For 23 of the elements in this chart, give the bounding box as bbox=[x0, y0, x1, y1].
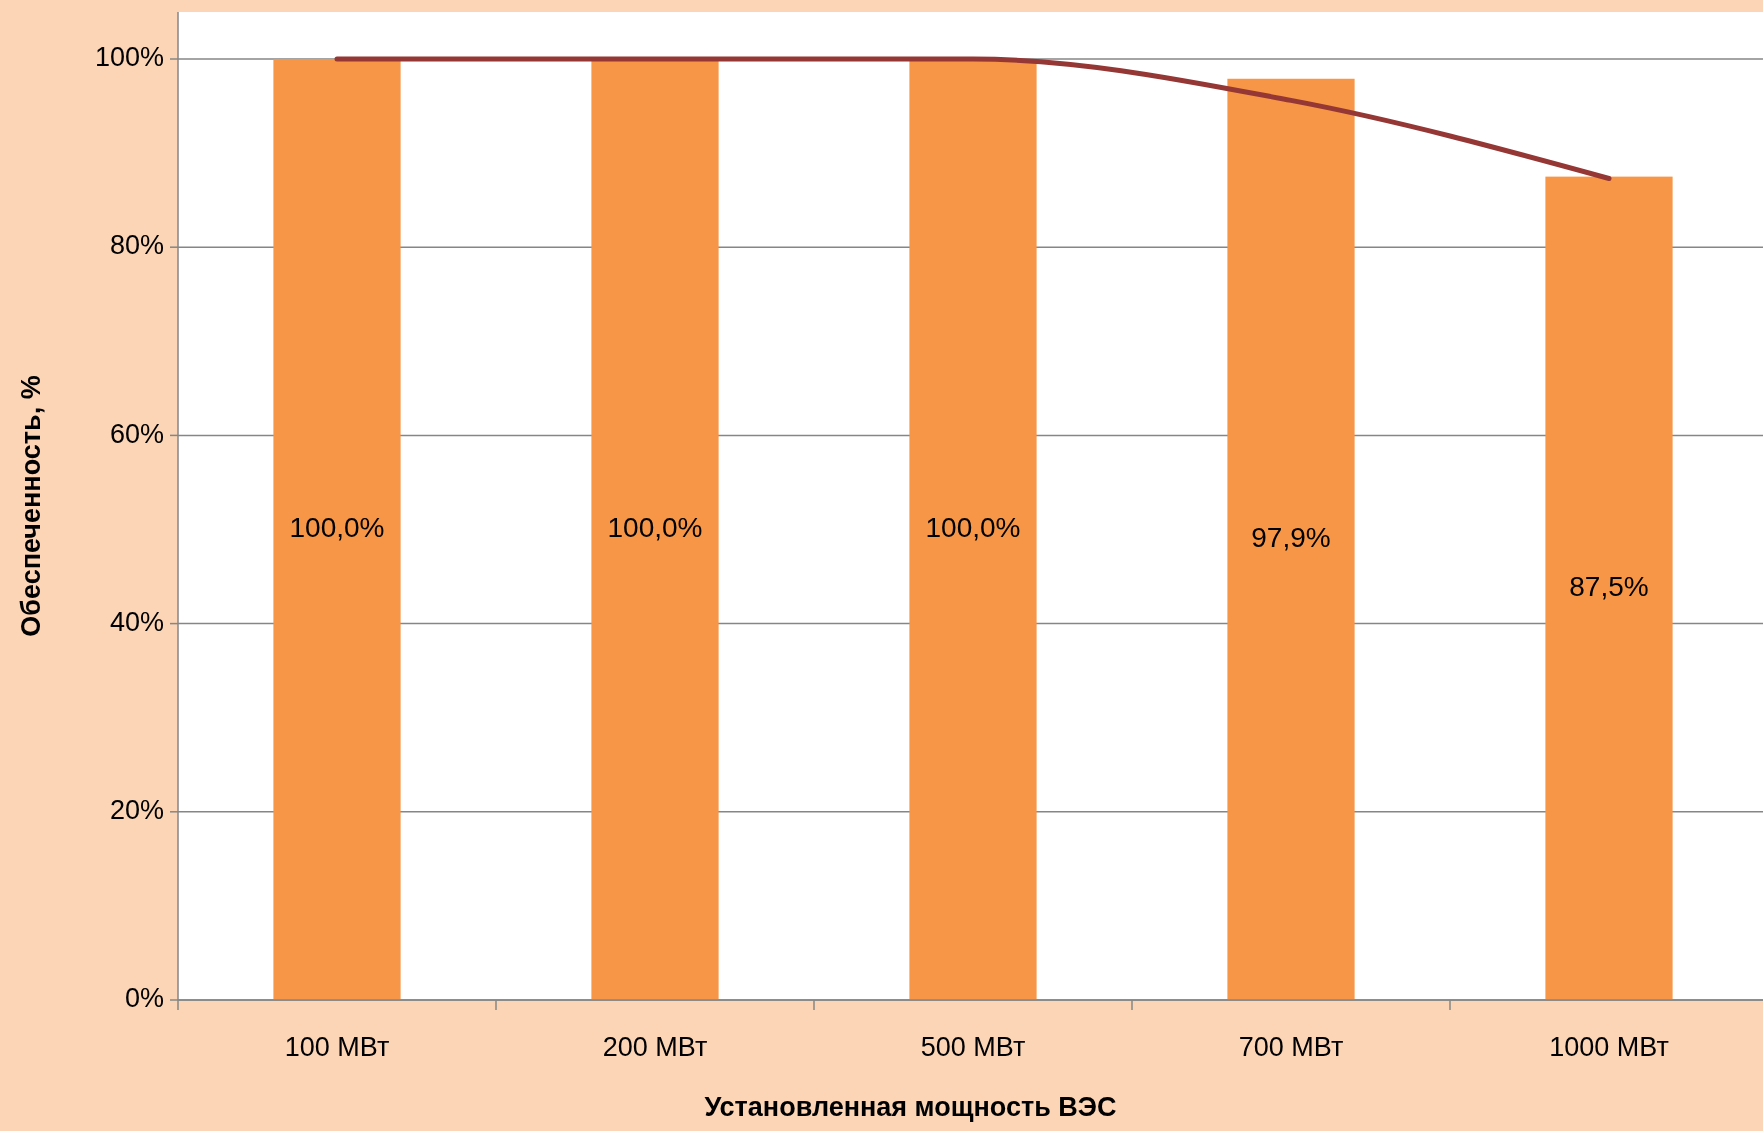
bar bbox=[591, 59, 719, 1000]
data-label: 100,0% bbox=[289, 511, 385, 543]
bar bbox=[909, 59, 1037, 1000]
x-tick-label: 200 МВт bbox=[602, 1032, 708, 1062]
y-tick-label: 100% bbox=[94, 42, 164, 73]
x-axis-title: Установленная мощность ВЭС bbox=[704, 1092, 1117, 1122]
x-tick-label: 500 МВт bbox=[920, 1032, 1026, 1062]
bar bbox=[273, 59, 401, 1000]
bar bbox=[1545, 176, 1673, 1000]
y-tick-label: 40% bbox=[109, 606, 164, 637]
data-label: 100,0% bbox=[925, 511, 1021, 543]
x-tick-label: 1000 МВт bbox=[1549, 1032, 1669, 1062]
data-label: 87,5% bbox=[1569, 570, 1649, 602]
y-tick-label: 60% bbox=[109, 418, 164, 449]
bar bbox=[1227, 78, 1355, 1000]
data-label: 100,0% bbox=[607, 511, 703, 543]
y-tick-label: 0% bbox=[124, 983, 164, 1014]
y-tick-label: 80% bbox=[109, 230, 164, 261]
x-tick-label: 100 МВт bbox=[284, 1032, 390, 1062]
data-label: 97,9% bbox=[1251, 521, 1331, 553]
y-tick-label: 20% bbox=[109, 794, 164, 825]
x-tick-label: 700 МВт bbox=[1238, 1032, 1344, 1062]
y-axis-title: Обеспеченность, % bbox=[16, 375, 46, 637]
